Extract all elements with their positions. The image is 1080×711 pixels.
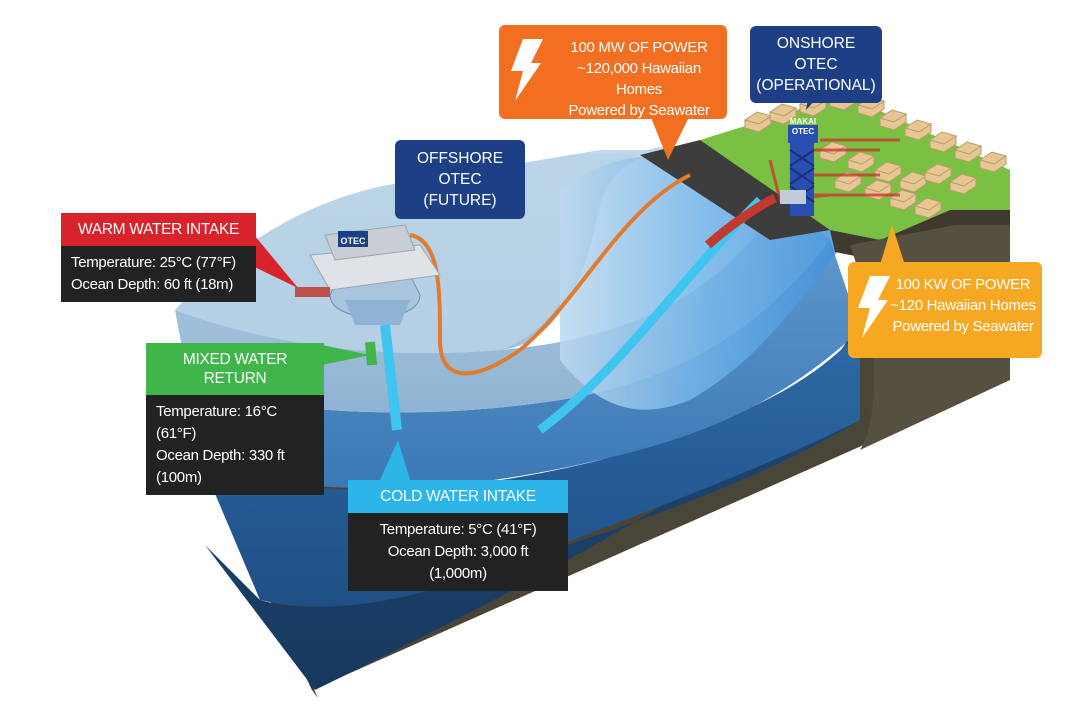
tower-sign-line2: OTEC — [792, 127, 814, 136]
house — [948, 173, 978, 195]
offshore-cold-pipe — [380, 324, 402, 431]
cold-water-temperature: Temperature: 5°C (41°F) — [379, 521, 537, 538]
power-100mw-homes: ~120,000 Hawaiian Homes — [577, 60, 701, 98]
water-layer-mid — [190, 240, 860, 489]
power-100mw-source: Powered by Seawater — [568, 102, 710, 119]
lightning-bolt-icon — [511, 39, 543, 101]
mixed-pointer — [322, 345, 370, 365]
mw-pointer — [650, 115, 690, 160]
mixed-water-depth: Ocean Depth: 330 ft (100m) — [156, 447, 285, 486]
power-100kw-source: Powered by Seawater — [892, 318, 1034, 335]
house — [768, 103, 798, 125]
house — [846, 151, 876, 173]
tower-sign-line1: MAKAI — [790, 117, 816, 126]
mixed-water-temperature: Temperature: 16°C (61°F) — [156, 403, 277, 442]
onshore-otec-tower — [780, 125, 818, 216]
house — [743, 111, 773, 133]
power-cable — [409, 173, 691, 376]
house — [898, 171, 928, 193]
house — [878, 109, 908, 131]
warm-water-depth: Ocean Depth: 60 ft (18m) — [71, 276, 234, 293]
offshore-otec-status: (FUTURE) — [423, 192, 497, 209]
offshore-otec-title: OFFSHORE OTEC — [416, 150, 504, 188]
platform-sign: OTEC — [340, 236, 366, 246]
house — [953, 141, 983, 163]
house — [873, 161, 903, 183]
house — [913, 197, 943, 219]
cold-water-callout: COLD WATER INTAKE Temperature: 5°C (41°F… — [348, 480, 568, 591]
mixed-water-callout: MIXED WATER RETURN Temperature: 16°C (61… — [146, 343, 324, 495]
warm-water-temperature: Temperature: 25°C (77°F) — [71, 254, 236, 271]
warm-water-title: WARM WATER INTAKE — [61, 213, 256, 246]
cold-water-depth: Ocean Depth: 3,000 ft (1,000m) — [387, 543, 529, 582]
power-100mw-title: 100 MW OF POWER — [570, 39, 708, 56]
onshore-otec-title: ONSHORE OTEC — [776, 35, 856, 73]
lightning-bolt-icon — [858, 276, 890, 338]
power-100kw-callout: 100 KW OF POWER ~120 Hawaiian Homes Powe… — [848, 262, 1042, 358]
ocean-surface-back — [175, 150, 680, 354]
offshore-otec-callout: OFFSHORE OTEC (FUTURE) — [395, 140, 525, 219]
power-100kw-homes: ~120 Hawaiian Homes — [890, 297, 1036, 314]
kw-pointer — [880, 225, 905, 265]
power-100mw-callout: 100 MW OF POWER ~120,000 Hawaiian Homes … — [499, 25, 727, 119]
warm-water-details: Temperature: 25°C (77°F) Ocean Depth: 60… — [61, 246, 256, 302]
offshore-otec-platform — [309, 224, 441, 325]
warm-water-callout: WARM WATER INTAKE Temperature: 25°C (77°… — [61, 213, 256, 302]
house — [928, 131, 958, 153]
offshore-mixed-pipe — [365, 341, 377, 366]
power-100kw-title: 100 KW OF POWER — [895, 276, 1031, 293]
mixed-water-title: MIXED WATER RETURN — [146, 343, 324, 395]
house — [978, 151, 1008, 173]
cold-pointer — [380, 440, 410, 480]
house — [923, 163, 953, 185]
cold-water-title: COLD WATER INTAKE — [348, 480, 568, 513]
house — [903, 119, 933, 141]
house — [818, 141, 848, 163]
mixed-water-details: Temperature: 16°C (61°F) Ocean Depth: 33… — [146, 395, 324, 495]
onshore-warm-pipe — [704, 193, 777, 249]
cold-water-details: Temperature: 5°C (41°F) Ocean Depth: 3,0… — [348, 513, 568, 591]
onshore-otec-status: (OPERATIONAL) — [756, 77, 876, 94]
onshore-otec-callout: ONSHORE OTEC (OPERATIONAL) — [750, 26, 882, 103]
